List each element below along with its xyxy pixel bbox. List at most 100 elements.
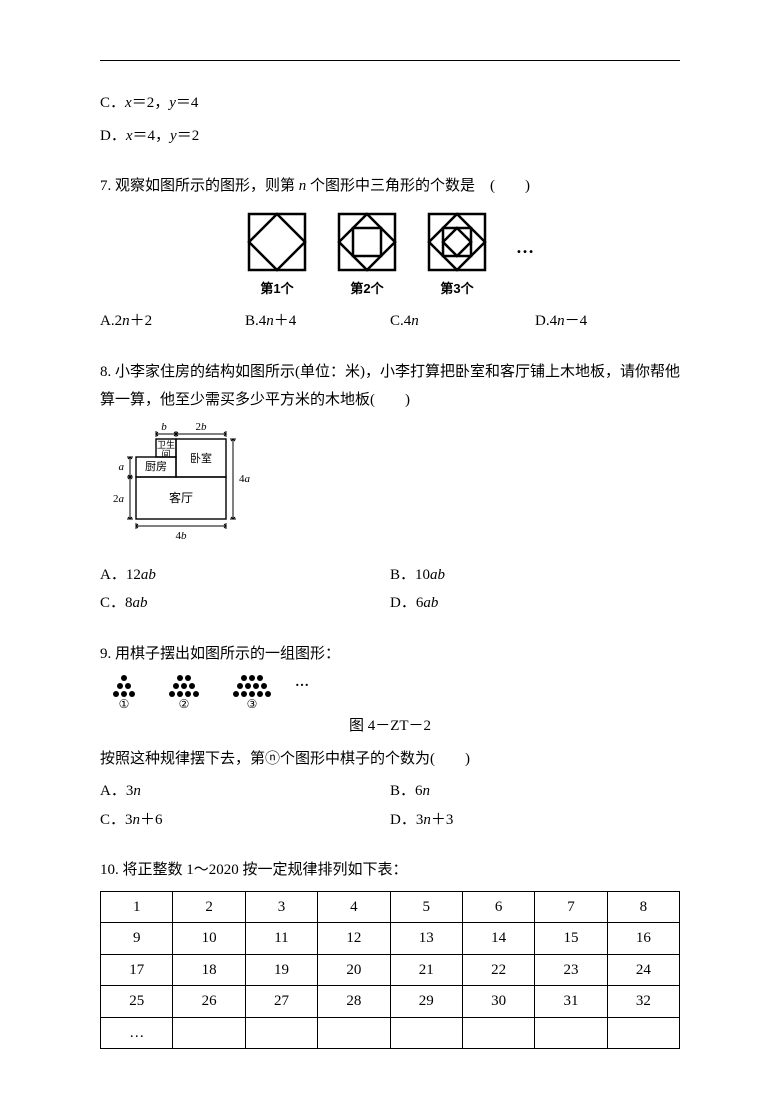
q10-stem: 10. 将正整数 1～2020 按一定规律排列如下表：	[100, 856, 680, 885]
q9-options-row2: C．3n＋6 D．3n＋3	[100, 806, 680, 835]
q8-number: 8.	[100, 364, 111, 380]
q6-option-c: C．x＝2，y＝4	[100, 89, 680, 118]
q7-stem: 7. 观察如图所示的图形，则第 n 个图形中三角形的个数是 ( )	[100, 172, 680, 201]
table-cell: 5	[390, 891, 462, 923]
table-cell: 16	[607, 923, 679, 955]
q7-number: 7.	[100, 178, 111, 194]
q9-stem: 9. 用棋子摆出如图所示的一组图形：	[100, 640, 680, 669]
table-cell	[390, 1017, 462, 1049]
svg-text:4a: 4a	[239, 473, 251, 485]
table-cell: 25	[101, 986, 173, 1018]
table-cell: 29	[390, 986, 462, 1018]
table-cell	[462, 1017, 534, 1049]
question-10: 10. 将正整数 1～2020 按一定规律排列如下表： 123456789101…	[100, 856, 680, 1049]
q7-fig-2: 第2个	[336, 211, 398, 302]
q6-option-d: D．x＝4，y＝2	[100, 122, 680, 151]
q10-text: 将正整数 1～2020 按一定规律排列如下表：	[119, 862, 408, 878]
svg-text:卧室: 卧室	[190, 451, 212, 465]
q8-option-c: C．8ab	[100, 589, 390, 618]
table-cell: 7	[535, 891, 607, 923]
q9-option-c: C．3n＋6	[100, 806, 390, 835]
svg-text:2b: 2b	[196, 423, 208, 433]
table-cell	[245, 1017, 317, 1049]
q7-option-a: A.2n＋2	[100, 307, 245, 336]
q8-options-row2: C．8ab D．6ab	[100, 589, 680, 618]
q9-option-b: B．6n	[390, 777, 680, 806]
q7-option-c: C.4n	[390, 307, 535, 336]
svg-text:a: a	[119, 461, 125, 473]
table-cell: 15	[535, 923, 607, 955]
q9-fig-label: 图 4－ZT－2	[100, 712, 680, 741]
q8-figure: b 2b 卫生 间 厨房 卧室 客厅	[100, 423, 680, 553]
q9-number: 9.	[100, 646, 111, 662]
svg-text:②: ②	[179, 697, 190, 711]
table-cell: 20	[318, 954, 390, 986]
table-cell: 26	[173, 986, 245, 1018]
table-cell: 8	[607, 891, 679, 923]
table-cell: 24	[607, 954, 679, 986]
horizontal-rule	[100, 60, 680, 61]
table-cell: …	[101, 1017, 173, 1049]
table-cell: 18	[173, 954, 245, 986]
table-cell: 9	[101, 923, 173, 955]
table-cell	[535, 1017, 607, 1049]
q10-number: 10.	[100, 862, 119, 878]
q9-text: 用棋子摆出如图所示的一组图形：	[111, 646, 340, 662]
q7-fig-1: 第1个	[246, 211, 308, 302]
table-cell: 19	[245, 954, 317, 986]
table-cell: 3	[245, 891, 317, 923]
table-cell: 30	[462, 986, 534, 1018]
table-cell: 11	[245, 923, 317, 955]
table-cell: 4	[318, 891, 390, 923]
table-cell: 31	[535, 986, 607, 1018]
table-cell	[173, 1017, 245, 1049]
table-cell: 23	[535, 954, 607, 986]
svg-text:①: ①	[119, 697, 130, 711]
svg-text:③: ③	[247, 697, 258, 711]
table-cell	[318, 1017, 390, 1049]
q7-caption-3: 第3个	[426, 277, 488, 302]
q8-option-b: B．10ab	[390, 561, 680, 590]
table-cell: 12	[318, 923, 390, 955]
q9-figure: … ① ② ③	[100, 672, 680, 712]
q7-ellipsis: …	[516, 230, 534, 282]
svg-text:b: b	[161, 423, 167, 433]
q9-option-a: A．3n	[100, 777, 390, 806]
q7-caption-1: 第1个	[246, 277, 308, 302]
q7-options: A.2n＋2 B.4n＋4 C.4n D.4n－4	[100, 307, 680, 336]
q7-fig-3: 第3个	[426, 211, 488, 302]
q7-figures: 第1个 第2个 第3个 …	[100, 211, 680, 302]
svg-text:间: 间	[161, 448, 170, 459]
q9-followup: 按照这种规律摆下去，第ⓝ个图形中棋子的个数为( )	[100, 745, 680, 774]
q9-options-row1: A．3n B．6n	[100, 777, 680, 806]
svg-text:客厅: 客厅	[169, 490, 193, 505]
table-cell: 32	[607, 986, 679, 1018]
q10-table: 1234567891011121314151617181920212223242…	[100, 891, 680, 1050]
q9-option-d: D．3n＋3	[390, 806, 680, 835]
q7-option-b: B.4n＋4	[245, 307, 390, 336]
table-cell: 13	[390, 923, 462, 955]
q8-stem: 8. 小李家住房的结构如图所示(单位：米)，小李打算把卧室和客厅铺上木地板，请你…	[100, 358, 680, 415]
q7-caption-2: 第2个	[336, 277, 398, 302]
q8-option-d: D．6ab	[390, 589, 680, 618]
q8-text: 小李家住房的结构如图所示(单位：米)，小李打算把卧室和客厅铺上木地板，请你帮他算…	[100, 364, 680, 409]
table-cell: 14	[462, 923, 534, 955]
table-cell: 6	[462, 891, 534, 923]
question-8: 8. 小李家住房的结构如图所示(单位：米)，小李打算把卧室和客厅铺上木地板，请你…	[100, 358, 680, 618]
q8-option-a: A．12ab	[100, 561, 390, 590]
table-cell: 21	[390, 954, 462, 986]
question-9: 9. 用棋子摆出如图所示的一组图形：	[100, 640, 680, 835]
table-cell: 1	[101, 891, 173, 923]
q7-option-d: D.4n－4	[535, 307, 680, 336]
svg-text:2a: 2a	[113, 493, 125, 505]
question-7: 7. 观察如图所示的图形，则第 n 个图形中三角形的个数是 ( ) 第1个 第2…	[100, 172, 680, 336]
q8-options-row1: A．12ab B．10ab	[100, 561, 680, 590]
svg-text:厨房: 厨房	[145, 460, 167, 473]
table-cell: 22	[462, 954, 534, 986]
table-cell: 17	[101, 954, 173, 986]
table-cell: 27	[245, 986, 317, 1018]
svg-text:…: …	[295, 675, 309, 690]
svg-text:4b: 4b	[176, 530, 188, 542]
table-cell: 2	[173, 891, 245, 923]
table-cell: 28	[318, 986, 390, 1018]
